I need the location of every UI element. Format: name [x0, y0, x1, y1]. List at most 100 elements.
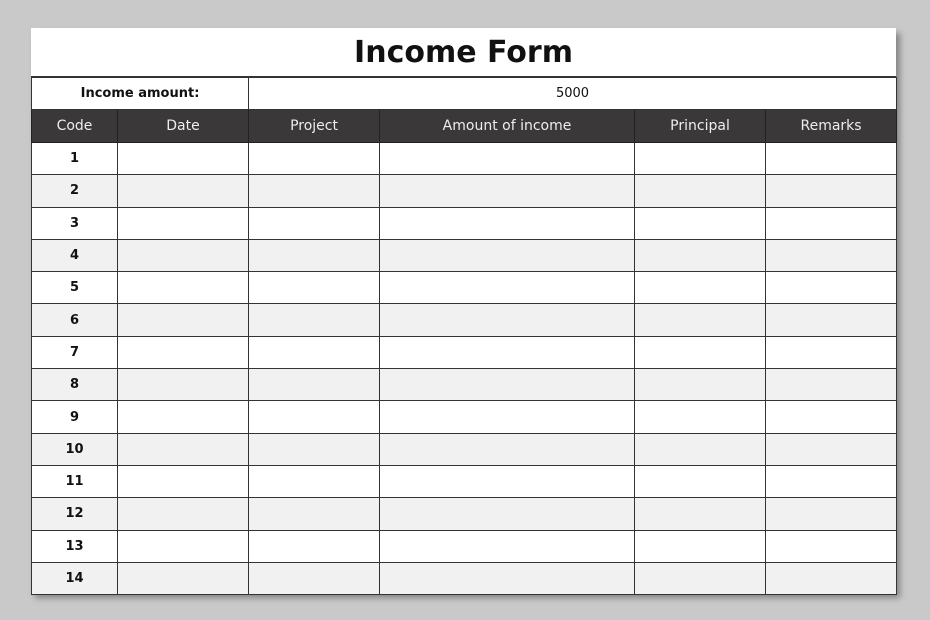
cell-date[interactable]	[116, 206, 250, 240]
cell-remarks[interactable]	[765, 529, 898, 563]
cell-date[interactable]	[116, 271, 250, 305]
cell-remarks[interactable]	[765, 238, 898, 273]
column-header-project: Project	[248, 109, 381, 143]
cell-amount[interactable]	[379, 335, 636, 370]
cell-remarks[interactable]	[765, 368, 898, 402]
cell-remarks[interactable]	[765, 497, 898, 531]
cell-amount[interactable]	[379, 368, 636, 402]
cell-date[interactable]	[116, 464, 250, 499]
table-row: 11	[31, 464, 898, 499]
cell-code: 13	[31, 529, 118, 563]
cell-code: 14	[31, 561, 118, 596]
cell-amount[interactable]	[379, 206, 636, 240]
cell-project[interactable]	[248, 400, 381, 434]
cell-amount[interactable]	[379, 271, 636, 305]
cell-project[interactable]	[248, 529, 381, 563]
cell-project[interactable]	[248, 206, 381, 240]
table-row: 3	[31, 206, 898, 240]
cell-principal[interactable]	[634, 174, 767, 208]
cell-project[interactable]	[248, 561, 381, 596]
column-header-code: Code	[31, 109, 118, 143]
table-row: 2	[31, 174, 898, 208]
cell-code: 7	[31, 335, 118, 370]
table-row: 6	[31, 303, 898, 337]
cell-principal[interactable]	[634, 238, 767, 273]
cell-amount[interactable]	[379, 529, 636, 563]
cell-principal[interactable]	[634, 368, 767, 402]
cell-remarks[interactable]	[765, 464, 898, 499]
table-row: 9	[31, 400, 898, 434]
cell-project[interactable]	[248, 271, 381, 305]
cell-remarks[interactable]	[765, 335, 898, 370]
header-row: Code Date Project Amount of income Princ…	[31, 109, 898, 143]
cell-principal[interactable]	[634, 206, 767, 240]
cell-project[interactable]	[248, 238, 381, 273]
cell-project[interactable]	[248, 497, 381, 531]
cell-amount[interactable]	[379, 432, 636, 466]
cell-remarks[interactable]	[765, 432, 898, 466]
cell-code: 2	[31, 174, 118, 208]
column-header-amount: Amount of income	[379, 109, 636, 143]
cell-amount[interactable]	[379, 400, 636, 434]
cell-principal[interactable]	[634, 432, 767, 466]
form-title: Income Form	[31, 28, 896, 77]
cell-project[interactable]	[248, 303, 381, 337]
cell-amount[interactable]	[379, 561, 636, 596]
cell-principal[interactable]	[634, 271, 767, 305]
cell-project[interactable]	[248, 432, 381, 466]
column-header-principal: Principal	[634, 109, 767, 143]
column-header-remarks: Remarks	[765, 109, 898, 143]
cell-project[interactable]	[248, 335, 381, 370]
cell-amount[interactable]	[379, 464, 636, 499]
cell-amount[interactable]	[379, 497, 636, 531]
income-amount-value[interactable]: 5000	[248, 77, 898, 110]
cell-date[interactable]	[116, 303, 250, 337]
cell-date[interactable]	[116, 238, 250, 273]
column-header-date: Date	[116, 109, 250, 143]
cell-principal[interactable]	[634, 141, 767, 176]
cell-date[interactable]	[116, 174, 250, 208]
cell-principal[interactable]	[634, 529, 767, 563]
cell-date[interactable]	[116, 432, 250, 466]
table-row: 4	[31, 238, 898, 273]
table-row: 1	[31, 141, 898, 176]
cell-date[interactable]	[116, 368, 250, 402]
cell-date[interactable]	[116, 141, 250, 176]
cell-amount[interactable]	[379, 174, 636, 208]
cell-principal[interactable]	[634, 400, 767, 434]
table-row: 7	[31, 335, 898, 370]
cell-principal[interactable]	[634, 303, 767, 337]
cell-principal[interactable]	[634, 497, 767, 531]
cell-remarks[interactable]	[765, 206, 898, 240]
cell-date[interactable]	[116, 529, 250, 563]
cell-code: 10	[31, 432, 118, 466]
cell-date[interactable]	[116, 335, 250, 370]
cell-code: 4	[31, 238, 118, 273]
table-row: 13	[31, 529, 898, 563]
cell-remarks[interactable]	[765, 400, 898, 434]
cell-project[interactable]	[248, 368, 381, 402]
cell-principal[interactable]	[634, 464, 767, 499]
cell-date[interactable]	[116, 400, 250, 434]
table-row: 5	[31, 271, 898, 305]
cell-principal[interactable]	[634, 561, 767, 596]
income-form-sheet: Income Form Income amount: 5000 Code Dat…	[30, 28, 898, 596]
cell-amount[interactable]	[379, 238, 636, 273]
cell-project[interactable]	[248, 174, 381, 208]
cell-project[interactable]	[248, 141, 381, 176]
cell-principal[interactable]	[634, 335, 767, 370]
cell-project[interactable]	[248, 464, 381, 499]
cell-amount[interactable]	[379, 141, 636, 176]
income-amount-row: Income amount: 5000	[30, 77, 898, 110]
cell-remarks[interactable]	[765, 271, 898, 305]
cell-code: 3	[31, 206, 118, 240]
cell-remarks[interactable]	[765, 561, 898, 596]
cell-date[interactable]	[116, 561, 250, 596]
cell-remarks[interactable]	[765, 141, 898, 176]
cell-code: 11	[31, 464, 118, 499]
cell-amount[interactable]	[379, 303, 636, 337]
cell-remarks[interactable]	[765, 174, 898, 208]
cell-date[interactable]	[116, 497, 250, 531]
cell-remarks[interactable]	[765, 303, 898, 337]
cell-code: 6	[31, 303, 118, 337]
